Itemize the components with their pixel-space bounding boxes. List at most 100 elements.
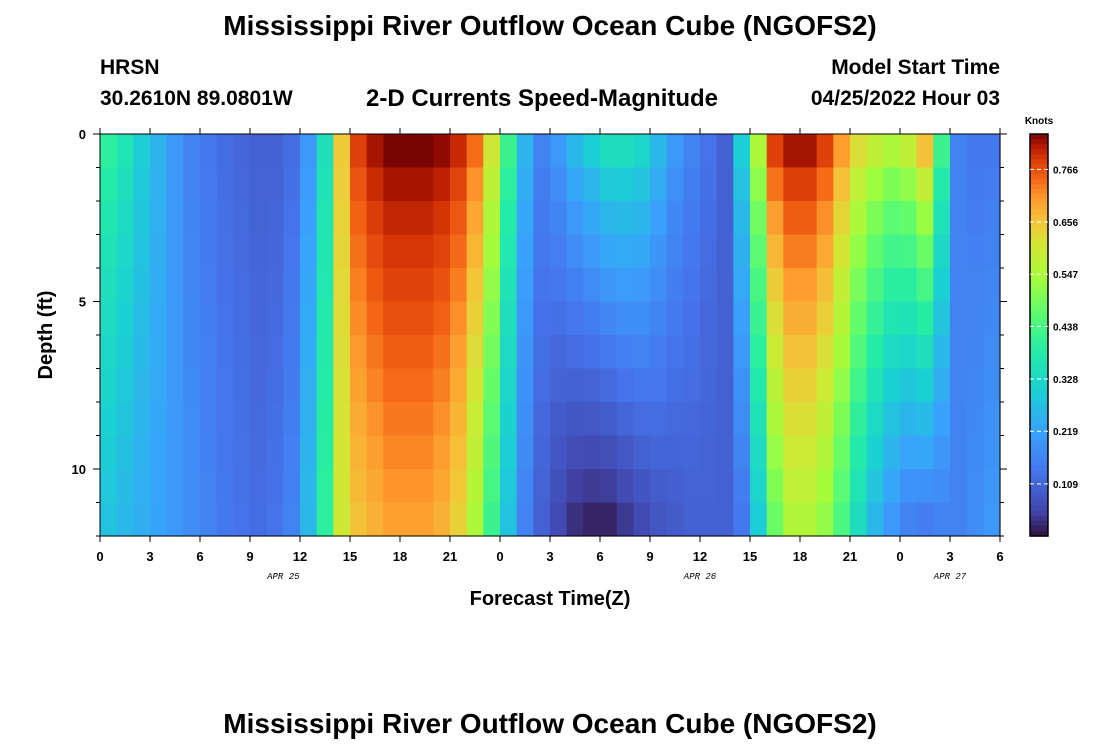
heat-cell: [866, 368, 884, 403]
heat-cell: [600, 234, 618, 269]
heat-cell: [166, 402, 184, 437]
heat-cell: [316, 402, 334, 437]
colorbar-segment: [1030, 490, 1048, 497]
heat-cell: [316, 201, 334, 236]
x-tick-label: 0: [896, 549, 903, 564]
heat-cell: [100, 402, 118, 437]
heat-cell: [266, 368, 284, 403]
heat-cell: [533, 201, 551, 236]
heat-cell: [550, 268, 568, 303]
heat-cell: [633, 402, 651, 437]
heat-cell: [150, 268, 168, 303]
x-tick-label: 21: [843, 549, 857, 564]
chart-subtitle: 2-D Currents Speed-Magnitude: [366, 85, 719, 112]
heat-cell: [383, 167, 401, 202]
heat-cell: [583, 469, 601, 504]
colorbar-segment: [1030, 435, 1048, 442]
heat-cell: [933, 234, 951, 269]
colorbar-unit: Knots: [1025, 116, 1054, 127]
heat-cell: [650, 402, 668, 437]
x-tick-label: 15: [743, 549, 757, 564]
heat-cell: [900, 435, 918, 470]
heat-cell: [650, 368, 668, 403]
heat-cell: [816, 167, 834, 202]
model-start-label: Model Start Time: [831, 56, 1000, 79]
heat-cell: [966, 234, 984, 269]
heat-cell: [250, 402, 268, 437]
heat-cell: [633, 201, 651, 236]
heat-cell: [900, 469, 918, 504]
heat-cell: [233, 502, 251, 537]
heat-cell: [216, 301, 234, 336]
heat-cell: [600, 268, 618, 303]
colorbar-segment: [1030, 289, 1048, 296]
heat-cell: [883, 502, 901, 537]
heat-cell: [283, 335, 301, 370]
heat-cell: [333, 134, 351, 169]
heat-cell: [850, 402, 868, 437]
heat-cell: [850, 469, 868, 504]
colorbar-segment: [1030, 239, 1048, 246]
heat-cell: [666, 201, 684, 236]
heat-cell: [766, 368, 784, 403]
heat-cell: [583, 201, 601, 236]
heat-cell: [433, 234, 451, 269]
heat-cell: [766, 502, 784, 537]
colorbar-segment: [1030, 264, 1048, 271]
heat-cell: [866, 502, 884, 537]
heat-cell: [300, 368, 318, 403]
heat-cell: [700, 368, 718, 403]
heat-cell: [466, 368, 484, 403]
heat-cell: [983, 134, 1001, 169]
heat-cell: [166, 201, 184, 236]
heat-cell: [600, 402, 618, 437]
heat-cell: [733, 335, 751, 370]
heat-cell: [233, 301, 251, 336]
colorbar-segment: [1030, 204, 1048, 210]
heat-cell: [100, 435, 118, 470]
heat-cell: [366, 502, 384, 537]
heat-cell: [750, 402, 768, 437]
heat-cell: [650, 469, 668, 504]
heat-cell: [233, 368, 251, 403]
heat-cell: [600, 301, 618, 336]
heat-cell: [800, 469, 818, 504]
heat-cell: [800, 435, 818, 470]
heat-cell: [133, 301, 151, 336]
heat-cell: [350, 469, 368, 504]
heat-cell: [866, 301, 884, 336]
heat-cell: [566, 268, 584, 303]
heat-cell: [916, 435, 934, 470]
heat-cell: [200, 502, 218, 537]
heat-cell: [616, 435, 634, 470]
heat-cell: [100, 134, 118, 169]
heat-cell: [250, 435, 268, 470]
heat-cell: [900, 268, 918, 303]
heat-cell: [900, 402, 918, 437]
heat-cell: [316, 435, 334, 470]
heat-cell: [483, 134, 501, 169]
colorbar-tick-label: 0.547: [1053, 270, 1078, 281]
heatmap-cells: [100, 134, 1001, 537]
heat-cell: [416, 134, 434, 169]
colorbar-segment: [1030, 279, 1048, 286]
heat-cell: [183, 502, 201, 537]
heat-cell: [183, 435, 201, 470]
heat-cell: [183, 201, 201, 236]
heat-cell: [516, 301, 534, 336]
heat-cell: [283, 469, 301, 504]
colorbar-segment: [1030, 375, 1048, 381]
heat-cell: [616, 268, 634, 303]
heat-cell: [700, 234, 718, 269]
heat-cell: [916, 301, 934, 336]
colorbar-segment: [1030, 284, 1048, 291]
heat-cell: [300, 134, 318, 169]
heat-cell: [966, 435, 984, 470]
heat-cell: [550, 502, 568, 537]
heat-cell: [283, 234, 301, 269]
colorbar-segment: [1030, 304, 1048, 311]
colorbar-segment: [1030, 420, 1048, 427]
heat-cell: [933, 268, 951, 303]
heat-cell: [933, 502, 951, 537]
heat-cell: [766, 201, 784, 236]
